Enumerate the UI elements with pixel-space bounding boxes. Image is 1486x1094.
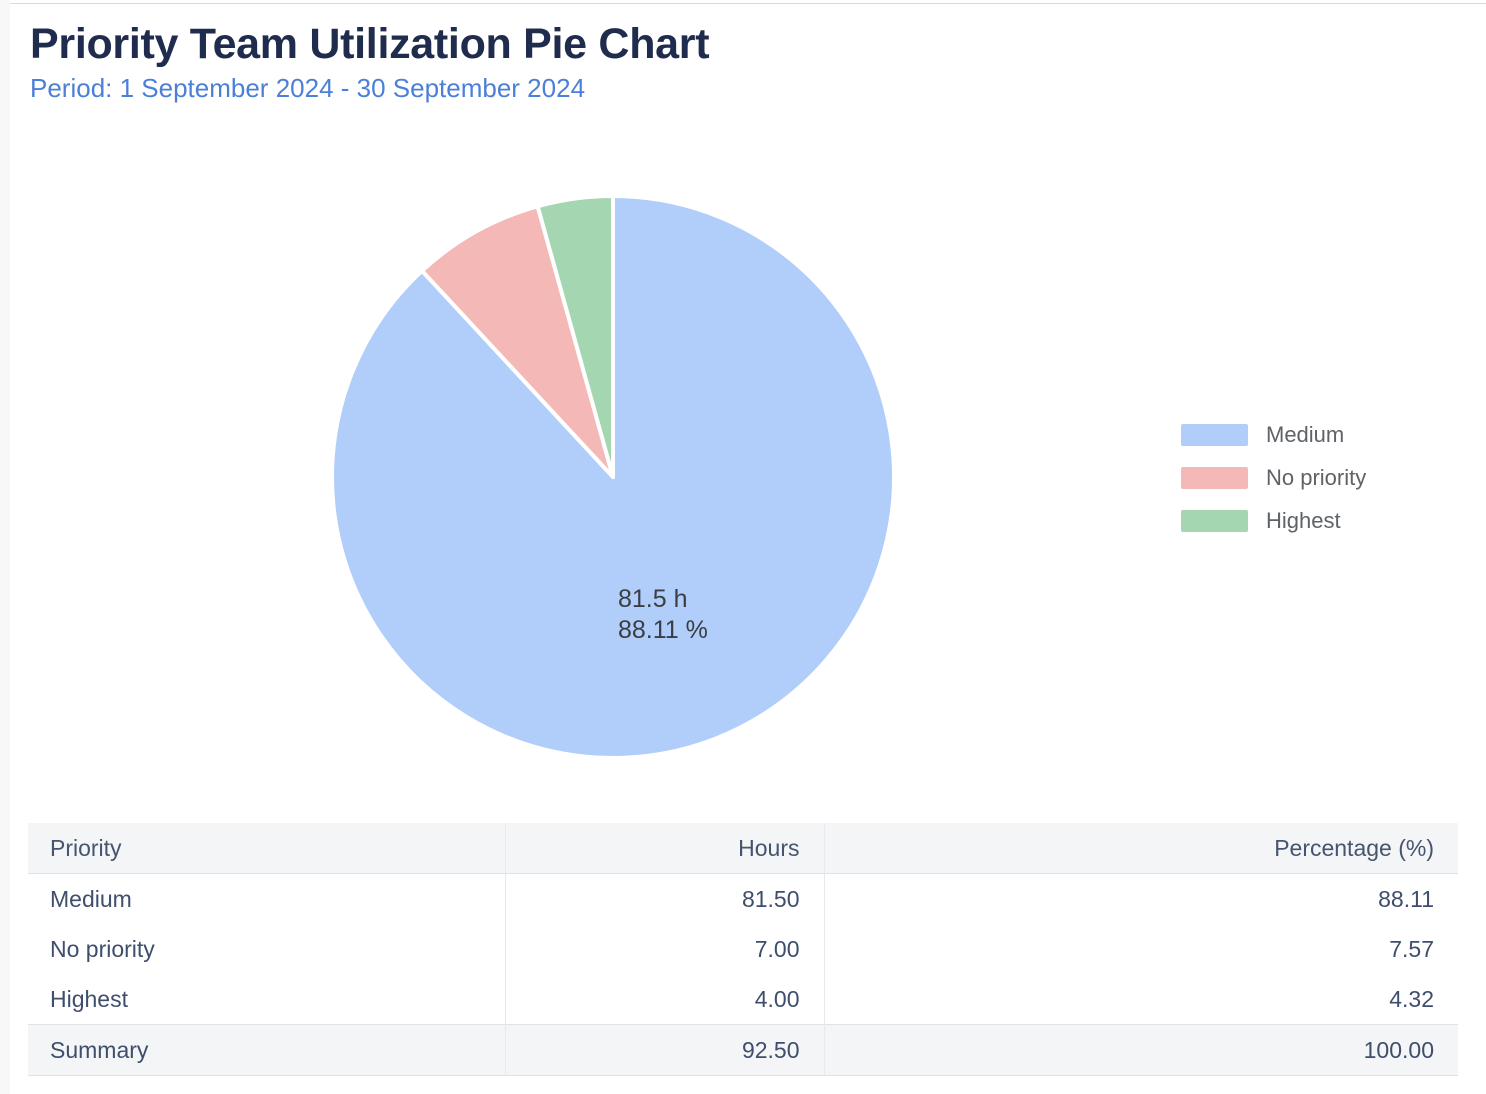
pie-slice-percent-label: 88.11 %	[618, 616, 708, 644]
table-cell-percentage: 88.11	[1378, 885, 1434, 912]
utilization-table: Priority Hours Percentage (%) Medium 81.5…	[28, 823, 1458, 1076]
table-cell-hours: 81.50	[505, 873, 825, 924]
column-header-priority: Priority	[28, 823, 506, 874]
pie-slice-highest[interactable]	[535, 194, 615, 479]
legend-item-medium[interactable]: Medium	[1181, 424, 1366, 446]
legend: Medium No priority Highest	[1181, 424, 1366, 553]
page-header: Priority Team Utilization Pie Chart Peri…	[30, 20, 710, 104]
column-header-hours: Hours	[505, 823, 825, 874]
legend-swatch-icon	[1181, 424, 1248, 446]
table-cell-priority: Summary	[28, 1024, 506, 1076]
table-cell-hours: 4.00	[505, 974, 825, 1025]
pie-slice-datalabel: 81.5 h 88.11 %	[618, 584, 708, 646]
table-header-row: Priority Hours Percentage (%)	[28, 823, 1458, 874]
legend-label: No priority	[1266, 465, 1367, 490]
legend-label: Highest	[1266, 508, 1341, 533]
table-row: No priority 7.00 7.57	[28, 924, 1458, 974]
table-cell-percentage: 100.00	[824, 1024, 1458, 1076]
legend-swatch-icon	[1181, 467, 1248, 489]
column-header-percentage: Percentage (%)	[824, 823, 1458, 874]
legend-item-no-priority[interactable]: No priority	[1181, 467, 1366, 489]
table-cell-priority: Medium	[28, 873, 506, 924]
legend-swatch-icon	[1181, 510, 1248, 532]
table-summary-row: Summary 92.50 100.00	[28, 1024, 1458, 1076]
pie-slice-no-priority[interactable]	[420, 204, 615, 479]
page-title: Priority Team Utilization Pie Chart	[30, 20, 710, 68]
table-cell-percentage: 4.32	[1389, 985, 1434, 1012]
table-row: Highest 4.00 4.32	[28, 974, 1458, 1025]
table-body: Medium 81.50 88.11 No priority 7.00 7.57 Highe…	[28, 873, 1458, 1076]
top-divider	[10, 3, 1486, 4]
table-cell-hours: 7.00	[505, 924, 825, 974]
table-row: Medium 81.50 88.11	[28, 873, 1458, 924]
pie-slice-hours-label: 81.5 h	[618, 585, 688, 613]
legend-item-highest[interactable]: Highest	[1181, 510, 1366, 532]
page-left-gutter	[0, 0, 10, 1094]
report-period: Period: 1 September 2024 - 30 September …	[30, 73, 586, 104]
table-cell-priority: No priority	[28, 924, 506, 974]
table-cell-hours: 92.50	[505, 1024, 825, 1076]
legend-label: Medium	[1266, 422, 1345, 447]
table-cell-priority: Highest	[28, 974, 506, 1025]
pie-chart	[330, 194, 896, 760]
table-cell-percentage: 7.57	[1389, 935, 1434, 962]
